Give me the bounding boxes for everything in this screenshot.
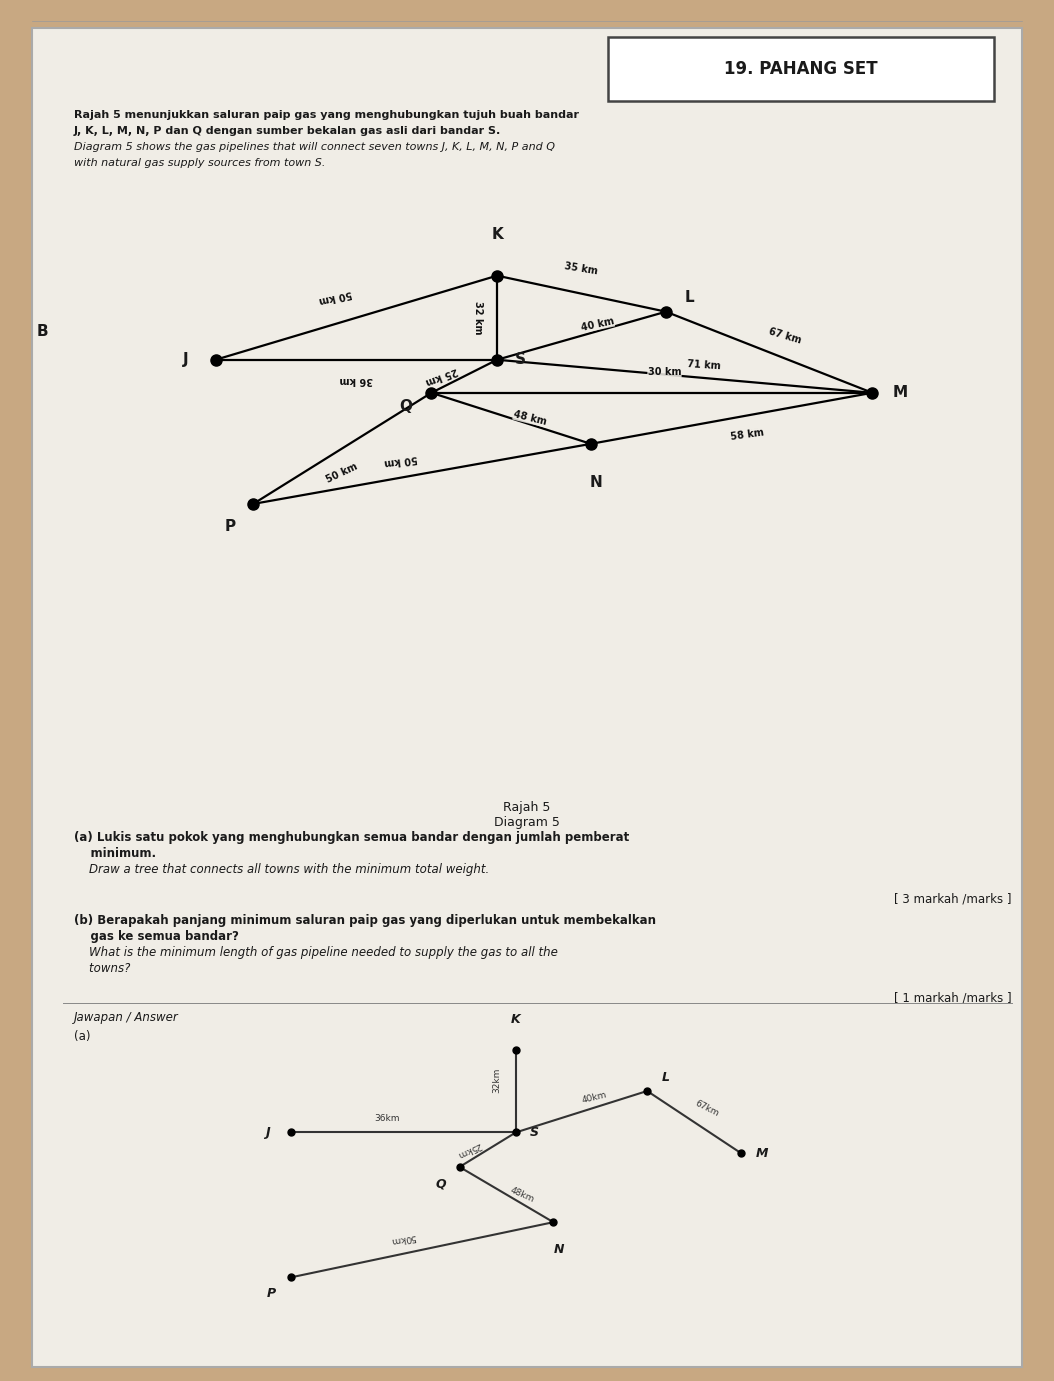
Text: 50km: 50km [390,1232,416,1246]
Text: 35 km: 35 km [564,261,599,276]
Text: 40 km: 40 km [580,316,614,333]
Text: S: S [530,1126,540,1139]
Text: with natural gas supply sources from town S.: with natural gas supply sources from tow… [74,157,325,168]
Text: Q: Q [435,1177,446,1190]
Text: Q: Q [399,399,412,414]
Text: 25 km: 25 km [424,366,458,387]
Text: [ 1 markah /marks ]: [ 1 markah /marks ] [894,992,1012,1004]
Text: Draw a tree that connects all towns with the minimum total weight.: Draw a tree that connects all towns with… [74,863,489,876]
Text: 50 km: 50 km [384,453,418,467]
Text: 48km: 48km [509,1185,535,1204]
Text: 50 km: 50 km [318,289,353,305]
Text: J: J [183,352,189,367]
FancyBboxPatch shape [608,37,994,101]
Text: M: M [892,385,907,400]
Text: Rajah 5 menunjukkan saluran paip gas yang menghubungkan tujuh buah bandar: Rajah 5 menunjukkan saluran paip gas yan… [74,110,579,120]
Text: N: N [553,1243,564,1257]
Text: 50 km: 50 km [325,461,359,485]
Text: What is the minimum length of gas pipeline needed to supply the gas to all the: What is the minimum length of gas pipeli… [74,946,558,958]
Text: 19. PAHANG SET: 19. PAHANG SET [724,59,878,79]
Text: M: M [756,1146,768,1160]
Text: towns?: towns? [74,963,130,975]
Text: P: P [225,518,235,533]
Text: P: P [267,1287,276,1301]
Text: 25km: 25km [455,1141,482,1159]
Text: gas ke semua bandar?: gas ke semua bandar? [74,931,238,943]
Text: 30 km: 30 km [648,367,681,377]
Text: 32km: 32km [492,1068,502,1092]
Text: (a) Lukis satu pokok yang menghubungkan semua bandar dengan jumlah pemberat: (a) Lukis satu pokok yang menghubungkan … [74,831,629,844]
Text: 36 km: 36 km [339,376,373,385]
Text: minimum.: minimum. [74,848,156,860]
Text: S: S [514,352,526,367]
Text: 36km: 36km [375,1114,401,1123]
Text: 58 km: 58 km [730,428,765,442]
Text: 67 km: 67 km [767,326,802,345]
Text: (a): (a) [74,1030,91,1043]
Text: Rajah 5
Diagram 5: Rajah 5 Diagram 5 [494,801,560,829]
Text: 71 km: 71 km [686,359,721,371]
FancyBboxPatch shape [32,28,1022,1367]
Text: J: J [266,1126,270,1139]
Text: 67km: 67km [694,1098,720,1119]
Text: 40km: 40km [581,1091,607,1105]
Text: 48 km: 48 km [512,410,548,427]
Text: J, K, L, M, N, P dan Q dengan sumber bekalan gas asli dari bandar S.: J, K, L, M, N, P dan Q dengan sumber bek… [74,127,501,137]
Text: [ 3 markah /marks ]: [ 3 markah /marks ] [895,892,1012,905]
Text: L: L [684,290,694,305]
Text: Diagram 5 shows the gas pipelines that will connect seven towns J, K, L, M, N, P: Diagram 5 shows the gas pipelines that w… [74,142,554,152]
Text: Jawapan / Answer: Jawapan / Answer [74,1011,178,1023]
Text: B: B [37,325,48,338]
Text: K: K [491,226,503,242]
Text: (b) Berapakah panjang minimum saluran paip gas yang diperlukan untuk membekalkan: (b) Berapakah panjang minimum saluran pa… [74,914,656,927]
Text: K: K [511,1012,521,1026]
Text: L: L [662,1070,670,1084]
Text: 32 km: 32 km [473,301,483,334]
Text: N: N [590,475,603,490]
